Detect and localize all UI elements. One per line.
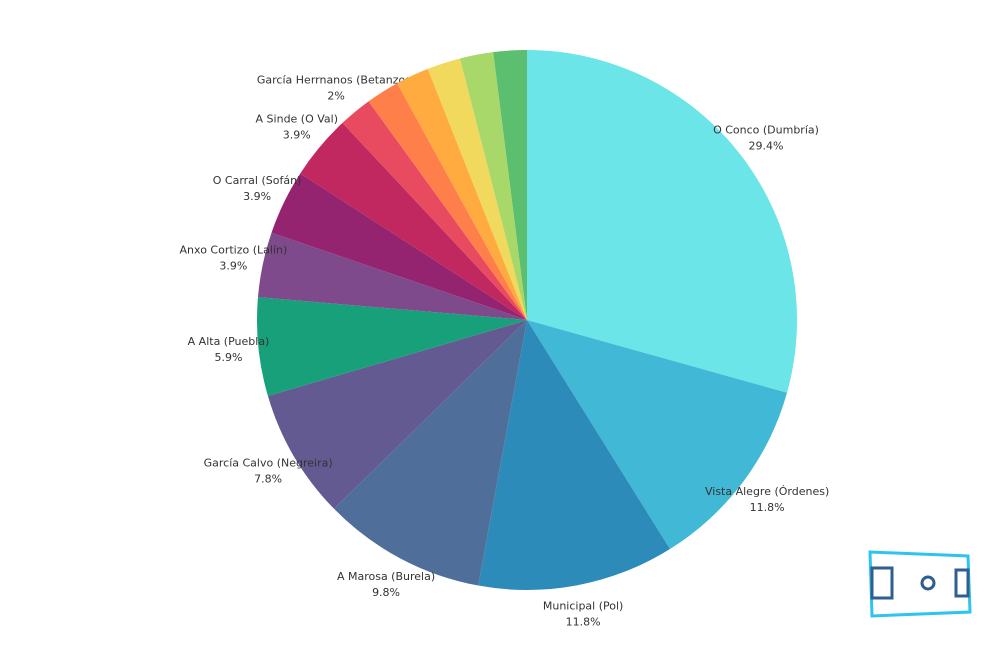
slice-label: O Carral (Sofán)	[213, 174, 302, 187]
pie-slice	[267, 320, 527, 509]
pie-slice	[493, 50, 527, 320]
slice-label: García Herrnanos (Betanzos)	[257, 74, 415, 87]
slice-label: Vista Alegre (Órdenes)	[705, 485, 829, 498]
slice-label: Anxo Cortizo (Lalín)	[180, 243, 288, 256]
pie-slice	[257, 297, 527, 396]
pie-slice	[271, 173, 527, 320]
pie-slice	[527, 50, 797, 393]
pie-slice	[368, 83, 527, 320]
pie-slice	[478, 320, 670, 590]
slice-label: A Sinde (O Val)	[256, 113, 338, 126]
slice-value: 11.8%	[566, 616, 601, 629]
slice-value: 9.8%	[372, 586, 400, 599]
slice-value: 3.9%	[283, 129, 311, 142]
slice-value: 7.8%	[254, 473, 282, 486]
pie-slice	[397, 68, 527, 321]
pie-slice	[257, 232, 527, 320]
pie-slice	[333, 320, 527, 586]
slice-value: 11.8%	[750, 501, 785, 514]
slice-value: 5.9%	[215, 351, 243, 364]
pie-slice	[342, 101, 527, 321]
slice-label: O Conco (Dumbría)	[713, 124, 819, 137]
pie-slice	[527, 320, 788, 550]
slice-value: 3.9%	[243, 190, 271, 203]
slice-value: 3.9%	[219, 259, 247, 272]
slice-value: 29.4%	[749, 140, 784, 153]
slice-label: García Calvo (Negreira)	[204, 457, 333, 470]
logo	[868, 550, 972, 618]
pie-slice	[300, 122, 527, 320]
slice-label: A Marosa (Burela)	[337, 570, 435, 583]
pie-slice	[459, 52, 527, 321]
slice-label: A Alta (Puebla)	[188, 335, 270, 348]
slice-label: Municipal (Pol)	[543, 600, 623, 613]
slice-value: 2%	[327, 90, 344, 103]
pie-slice	[427, 58, 527, 321]
